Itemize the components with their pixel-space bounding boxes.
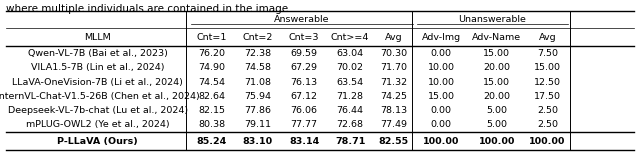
Text: InternVL-Chat-V1.5-26B (Chen et al., 2024): InternVL-Chat-V1.5-26B (Chen et al., 202… [0,92,200,101]
Text: 70.02: 70.02 [337,63,364,72]
Text: 15.00: 15.00 [483,49,510,58]
Text: 80.38: 80.38 [198,120,225,129]
Text: 15.00: 15.00 [534,63,561,72]
Text: Adv-Name: Adv-Name [472,33,521,42]
Text: 69.59: 69.59 [291,49,317,58]
Text: Cnt=3: Cnt=3 [289,33,319,42]
Text: 77.86: 77.86 [244,106,271,115]
Text: 15.00: 15.00 [483,78,510,86]
Text: 100.00: 100.00 [479,137,515,146]
Text: 82.15: 82.15 [198,106,225,115]
Text: 83.10: 83.10 [243,137,273,146]
Text: Unanswerable: Unanswerable [458,15,526,24]
Text: 5.00: 5.00 [486,120,507,129]
Text: 10.00: 10.00 [428,78,455,86]
Text: Cnt=2: Cnt=2 [243,33,273,42]
Text: 74.54: 74.54 [198,78,225,86]
Text: where multiple individuals are contained in the image.: where multiple individuals are contained… [6,4,292,14]
Text: 20.00: 20.00 [483,63,510,72]
Text: 0.00: 0.00 [431,120,452,129]
Text: 79.11: 79.11 [244,120,271,129]
Text: 63.54: 63.54 [337,78,364,86]
Text: Cnt=1: Cnt=1 [196,33,227,42]
Text: 63.04: 63.04 [337,49,364,58]
Text: 76.44: 76.44 [337,106,364,115]
Text: Adv-Img: Adv-Img [422,33,461,42]
Text: 100.00: 100.00 [423,137,460,146]
Text: 74.58: 74.58 [244,63,271,72]
Text: 76.13: 76.13 [291,78,317,86]
Text: 85.24: 85.24 [196,137,227,146]
Text: 0.00: 0.00 [431,49,452,58]
Text: 0.00: 0.00 [431,106,452,115]
Text: 7.50: 7.50 [537,49,558,58]
Text: P-LLaVA (Ours): P-LLaVA (Ours) [57,137,138,146]
Text: 78.71: 78.71 [335,137,365,146]
Text: 76.06: 76.06 [291,106,317,115]
Text: 74.90: 74.90 [198,63,225,72]
Text: 77.49: 77.49 [380,120,408,129]
Text: LLaVA-OneVision-7B (Li et al., 2024): LLaVA-OneVision-7B (Li et al., 2024) [12,78,183,86]
Text: 77.77: 77.77 [291,120,317,129]
Text: Qwen-VL-7B (Bai et al., 2023): Qwen-VL-7B (Bai et al., 2023) [28,49,168,58]
Text: 70.30: 70.30 [380,49,408,58]
Text: 82.64: 82.64 [198,92,225,101]
Text: 78.13: 78.13 [380,106,408,115]
Text: 20.00: 20.00 [483,92,510,101]
Text: Answerable: Answerable [274,15,330,24]
Text: mPLUG-OWL2 (Ye et al., 2024): mPLUG-OWL2 (Ye et al., 2024) [26,120,170,129]
Text: 74.25: 74.25 [380,92,408,101]
Text: 2.50: 2.50 [537,120,558,129]
Text: 71.28: 71.28 [337,92,364,101]
Text: Cnt>=4: Cnt>=4 [331,33,369,42]
Text: 71.70: 71.70 [380,63,408,72]
Text: MLLM: MLLM [84,33,111,42]
Text: 15.00: 15.00 [428,92,455,101]
Text: 71.32: 71.32 [380,78,408,86]
Text: VILA1.5-7B (Lin et al., 2024): VILA1.5-7B (Lin et al., 2024) [31,63,164,72]
Text: 67.12: 67.12 [291,92,317,101]
Text: 5.00: 5.00 [486,106,507,115]
Text: 10.00: 10.00 [428,63,455,72]
Text: 12.50: 12.50 [534,78,561,86]
Text: 83.14: 83.14 [289,137,319,146]
Text: 75.94: 75.94 [244,92,271,101]
Text: Deepseek-VL-7b-chat (Lu et al., 2024): Deepseek-VL-7b-chat (Lu et al., 2024) [8,106,188,115]
Text: 2.50: 2.50 [537,106,558,115]
Text: 76.20: 76.20 [198,49,225,58]
Text: 67.29: 67.29 [291,63,317,72]
Text: 17.50: 17.50 [534,92,561,101]
Text: 72.38: 72.38 [244,49,271,58]
Text: 72.68: 72.68 [337,120,364,129]
Text: 82.55: 82.55 [379,137,409,146]
Text: Avg: Avg [385,33,403,42]
Text: 100.00: 100.00 [529,137,566,146]
Text: 71.08: 71.08 [244,78,271,86]
Text: Avg: Avg [539,33,556,42]
